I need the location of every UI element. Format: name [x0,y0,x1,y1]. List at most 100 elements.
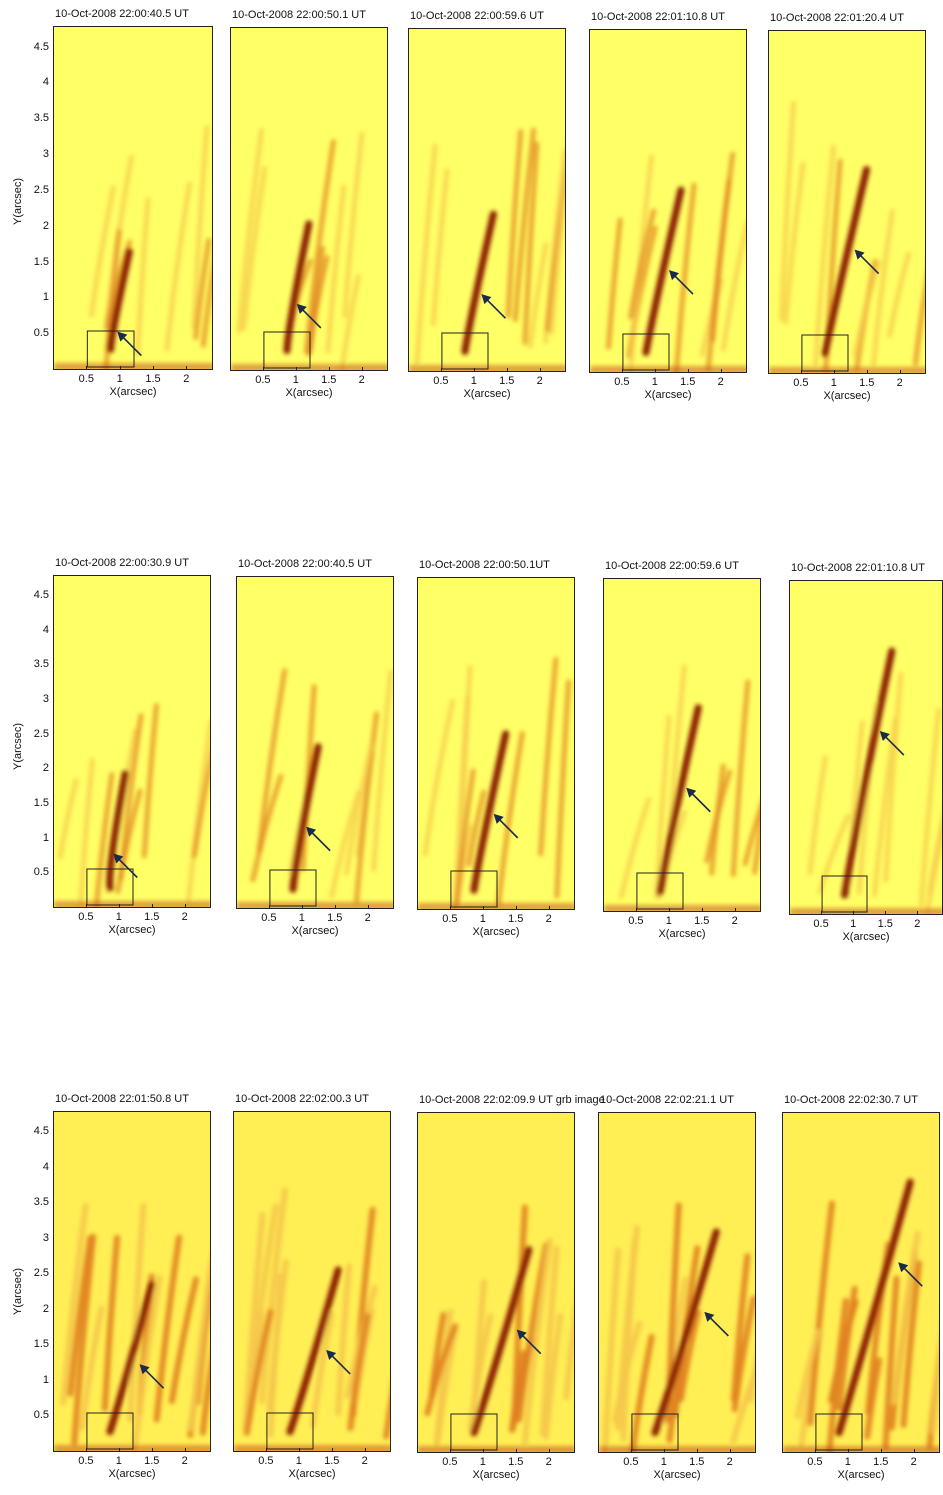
fibril-streak [342,131,365,319]
fibril-streak [836,1285,858,1411]
fibril-streak [335,1263,353,1417]
fibril-streak [258,1187,289,1405]
x-tick-mark [151,904,153,908]
x-tick-label: 1 [295,1455,302,1467]
fibril-streak [71,1233,97,1446]
x-tick-label: 1 [850,918,857,930]
fibril-streak [67,1234,94,1397]
fibril-streak [241,165,268,331]
image-panel [230,27,388,371]
panel-title: 10-Oct-2008 22:00:40.5 UT [238,558,372,570]
x-tick-label: 1 [665,915,672,927]
fibril-streak [347,1312,371,1432]
y-axis-label: Y(arcsec) [12,177,24,225]
y-tick-label: 2 [42,219,49,232]
fibril-streak [527,241,549,349]
fibril-streak [628,208,657,320]
y-tick-label: 4.5 [33,588,49,601]
panel-title: 10-Oct-2008 22:01:50.8 UT [55,1093,189,1105]
x-tick-mark [184,1448,186,1452]
fibril-streak [103,229,122,369]
image-background [237,577,393,908]
x-tick-label: 1 [830,377,837,389]
fibril-streak [344,1284,378,1399]
x-tick-mark [548,1449,550,1453]
image-panel [598,1112,756,1453]
x-tick-mark [506,368,508,372]
solar-image [783,1113,939,1452]
x-tick-mark [847,1449,849,1453]
image-panel [417,577,575,910]
panel-title: 10-Oct-2008 22:02:00.3 UT [235,1093,369,1105]
image-background [769,31,925,373]
limb-band [599,1446,755,1452]
jet-feature [651,1228,720,1437]
x-tick-mark [630,1449,632,1453]
fibril-streak [752,816,760,875]
x-tick-label: 1.5 [508,913,524,925]
footpoint-box [801,334,849,372]
arrow-marker [306,826,331,852]
x-axis-label: X(arcsec) [837,1469,885,1481]
y-tick-label: 4.5 [33,40,49,53]
x-tick-mark [268,905,270,909]
solar-image [54,576,210,907]
fibril-streak [629,1333,655,1452]
x-tick-label: 1 [298,912,305,924]
fibril-streak [563,1303,574,1401]
x-axis-label: X(arcsec) [109,386,157,398]
solar-image [231,28,387,370]
fibril-streak [339,274,361,370]
x-tick-mark [635,908,637,912]
fibril-streak [654,714,672,900]
fibril-streak [601,1247,622,1452]
y-axis-label: Y(arcsec) [12,722,24,770]
panel-title: 10-Oct-2008 22:00:50.1UT [419,559,550,571]
footpoint-box [263,331,311,369]
x-axis-label: X(arcsec) [291,925,339,937]
footpoint-box [636,872,684,910]
fibril-streak [188,1258,210,1432]
x-tick-label: 1.5 [144,1455,160,1467]
y-tick-label: 4 [42,1160,49,1173]
x-tick-mark [119,366,121,370]
fibril-streak [731,1295,755,1413]
x-axis-label: X(arcsec) [108,1468,156,1480]
x-axis-label: X(arcsec) [823,390,871,402]
arrow-marker [704,1311,729,1337]
x-tick-mark [118,904,120,908]
fibril-streak [354,711,380,904]
jet-feature [283,220,313,354]
fibril-streak [813,144,837,368]
x-tick-label: 1 [660,1456,667,1468]
fibril-streak [131,1274,163,1451]
limb-band [418,1446,574,1452]
fibril-streak [57,778,79,860]
fibril-streak [309,1310,335,1429]
solar-image [409,29,565,371]
jet-feature [642,186,685,356]
x-tick-mark [917,911,919,915]
fibril-streak [827,1298,859,1404]
fibril-streak [424,1323,458,1417]
x-tick-label: 1.5 [689,1456,705,1468]
y-tick-label: 4 [42,76,49,89]
limb-band [54,363,212,369]
x-tick-mark [663,1449,665,1453]
x-tick-label: 1.5 [145,373,161,385]
fibril-streak [191,124,210,330]
x-tick-mark [899,370,901,374]
fibril-streak [783,161,806,325]
x-tick-mark [539,368,541,372]
jet-feature [289,743,322,893]
limb-band [604,905,760,911]
x-tick-mark [440,368,442,372]
x-tick-label: 1 [470,375,477,387]
y-tick-label: 0.5 [33,327,49,340]
x-tick-label: 1 [844,1456,851,1468]
x-tick-mark [701,908,703,912]
fibril-streak [912,276,925,367]
x-tick-mark [800,370,802,374]
fibril-streak [304,139,336,355]
fibril-streak [256,668,288,853]
